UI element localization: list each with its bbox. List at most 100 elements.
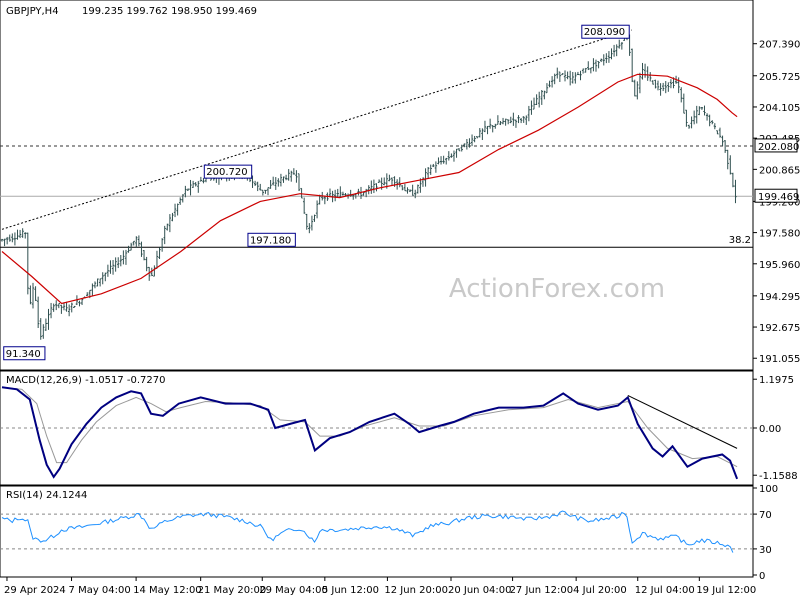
price-y-tick-label: 191.055 <box>759 354 800 365</box>
time-tick-label: 14 May 12:00 <box>133 585 202 596</box>
price-candle <box>416 184 420 194</box>
price-candle <box>199 176 203 182</box>
price-candle <box>372 179 376 194</box>
price-candle <box>111 259 115 275</box>
price-candle <box>39 318 42 340</box>
price-candle <box>109 260 112 274</box>
price-candle <box>362 192 365 196</box>
price-candle <box>73 305 76 308</box>
price-candle <box>256 181 259 192</box>
price-candle <box>488 118 492 129</box>
price-candle <box>287 169 290 181</box>
price-candle <box>8 234 11 242</box>
price-candle <box>282 176 285 183</box>
price-candle <box>55 300 58 311</box>
price-candle <box>328 188 332 197</box>
price-candle <box>615 44 618 57</box>
price-candle <box>42 324 45 339</box>
price-candle <box>62 302 66 311</box>
price-moving-average <box>1 73 738 305</box>
macd-line <box>1 386 739 480</box>
price-candle <box>494 123 497 129</box>
rsi-y-tick-label: 0 <box>759 571 765 582</box>
price-candle <box>465 139 469 150</box>
price-candle <box>91 283 94 297</box>
rsi-panel: RSI(14) 24.1244 100 70 30 0 <box>0 484 778 582</box>
price-candle <box>641 62 644 80</box>
price-candle <box>264 189 267 194</box>
price-candle <box>618 39 621 49</box>
price-candle <box>132 240 135 246</box>
price-candle <box>695 105 698 124</box>
price-candle <box>148 266 151 281</box>
annotation-box <box>3 346 46 361</box>
rsi-plot-area <box>0 485 754 578</box>
price-y-axis: 207.390205.725204.105202.485200.865199.2… <box>753 40 800 365</box>
price-candle <box>566 71 569 80</box>
price-candle <box>729 155 732 175</box>
price-candle <box>140 241 143 257</box>
price-candle <box>429 164 432 175</box>
price-candle <box>184 185 187 198</box>
price-candle <box>584 67 587 73</box>
price-candle <box>186 188 190 192</box>
price-candle <box>168 214 172 233</box>
annotation-label: 200.720 <box>206 167 247 178</box>
price-candle <box>18 229 22 239</box>
price-candle <box>636 81 639 100</box>
price-candle <box>496 115 500 125</box>
price-candle <box>78 300 81 307</box>
rsi-y-axis: 100 70 30 0 <box>753 484 778 582</box>
price-candle <box>654 79 657 89</box>
price-candle <box>124 249 128 265</box>
current-price-label-text: 199.469 <box>758 192 799 203</box>
price-candle <box>403 183 407 192</box>
price-candle <box>383 177 386 186</box>
price-candle <box>279 173 283 187</box>
price-candle <box>150 267 153 277</box>
macd-trendline <box>627 394 738 449</box>
price-candle <box>34 286 37 301</box>
price-candle <box>698 106 701 116</box>
price-candle <box>57 303 61 309</box>
price-candle <box>463 143 466 148</box>
price-candle <box>661 82 665 92</box>
price-candle <box>370 180 373 194</box>
price-y-tick-label: 205.725 <box>759 72 800 83</box>
price-candle <box>501 117 505 125</box>
price-candle <box>11 233 14 243</box>
price-candle <box>711 120 714 125</box>
price-candle <box>305 213 308 230</box>
fibonacci-level-label: 38.2 <box>729 235 751 246</box>
price-candle <box>434 161 438 173</box>
price-candle <box>620 42 624 50</box>
price-candle <box>29 285 32 305</box>
price-candle <box>114 257 117 272</box>
annotation-label: 91.340 <box>6 349 41 360</box>
resistance-price-label: 202.080 <box>754 138 799 153</box>
price-candle <box>481 128 484 141</box>
price-candle <box>574 72 577 84</box>
price-candle <box>713 123 717 130</box>
time-tick-label: 27 Jun 12:00 <box>510 585 574 596</box>
price-candle <box>460 144 463 152</box>
price-candle <box>142 250 146 261</box>
price-candle <box>104 272 107 282</box>
price-candle <box>718 127 722 138</box>
price-candle <box>202 177 205 184</box>
time-tick-label: 7 May 04:00 <box>69 585 131 596</box>
price-candle <box>638 72 642 94</box>
price-candle <box>576 71 580 76</box>
price-candle <box>176 203 179 216</box>
price-candle <box>468 138 471 148</box>
time-tick-label: 5 Jun 12:00 <box>322 585 379 596</box>
price-candle <box>540 89 543 105</box>
price-y-tick-label: 197.580 <box>759 229 800 240</box>
price-candle <box>5 236 9 245</box>
price-candle <box>656 80 660 91</box>
price-candle <box>442 155 445 164</box>
price-candle <box>313 214 316 222</box>
price-y-tick-label: 194.295 <box>759 292 800 303</box>
price-candle <box>594 59 598 72</box>
